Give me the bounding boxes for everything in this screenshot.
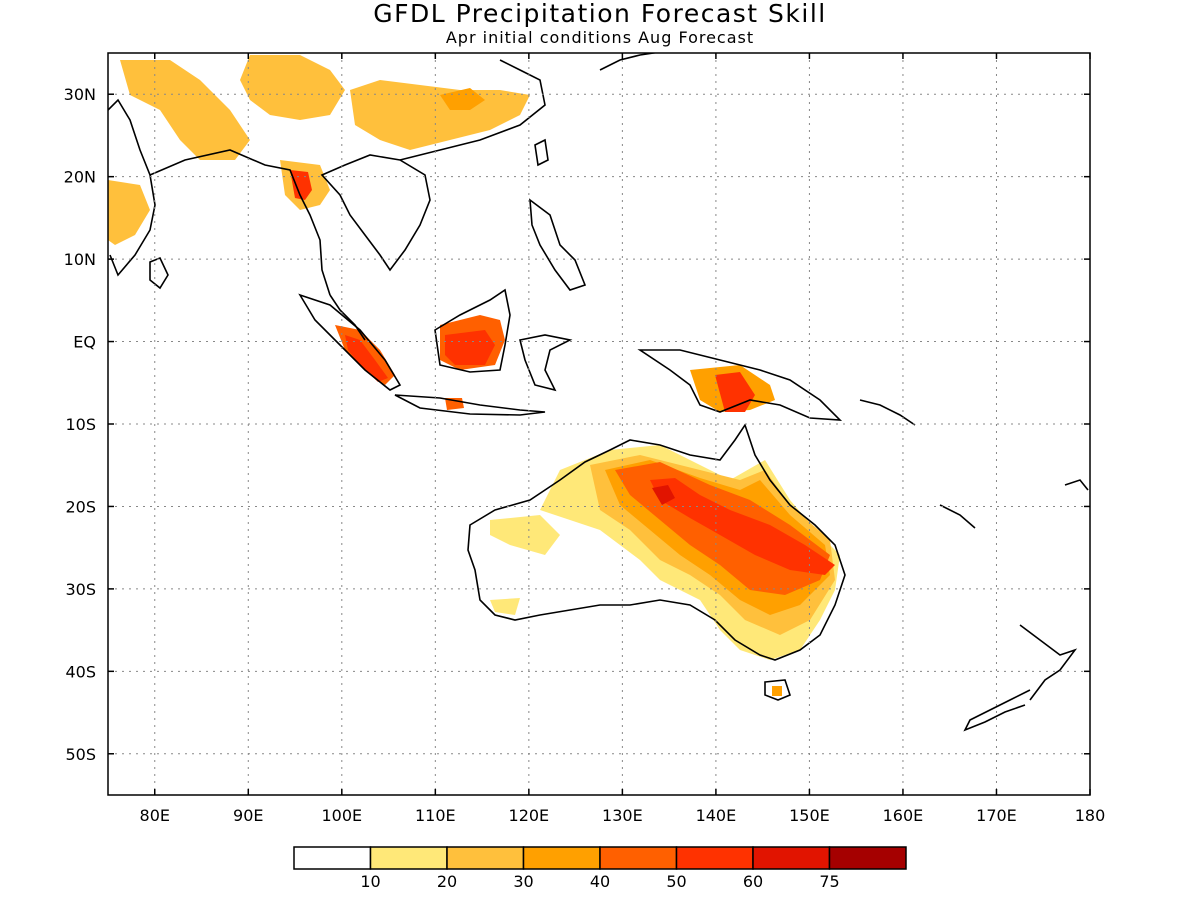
colorbar-labels: 10 20 30 40 50 60 75 bbox=[360, 872, 839, 891]
colorbar-label: 30 bbox=[513, 872, 533, 891]
skill-region-east-china bbox=[350, 80, 530, 150]
x-tick-label: 180 bbox=[1075, 806, 1106, 825]
coast-taiwan bbox=[534, 138, 549, 167]
y-tick-label: 30S bbox=[65, 580, 96, 599]
colorbar-swatch bbox=[446, 846, 525, 870]
coast-solomons bbox=[859, 399, 916, 426]
colorbar-label: 60 bbox=[743, 872, 763, 891]
coast-new-zealand-south bbox=[963, 689, 1031, 732]
y-tick-label: 20N bbox=[64, 168, 96, 187]
coast-sumatra bbox=[298, 293, 402, 391]
skill-fields bbox=[108, 55, 840, 696]
coast-new-guinea bbox=[637, 349, 843, 421]
skill-region-australia-core bbox=[650, 478, 835, 575]
y-tick-label: EQ bbox=[73, 333, 96, 352]
y-tick-label: 10S bbox=[65, 415, 96, 434]
coast-india bbox=[108, 98, 156, 277]
skill-region-india-west bbox=[108, 180, 150, 245]
colorbar-swatch bbox=[293, 846, 372, 870]
chart-subtitle: Apr initial conditions Aug Forecast bbox=[445, 28, 755, 47]
skill-region-north-india bbox=[120, 60, 250, 160]
coast-sri-lanka bbox=[149, 256, 169, 290]
y-tick-label: 30N bbox=[64, 85, 96, 104]
coast-bay-of-bengal bbox=[149, 149, 331, 296]
colorbar-swatch bbox=[599, 846, 678, 870]
coast-fiji bbox=[1064, 479, 1089, 491]
x-axis-labels: 80E 90E 100E 110E 120E 130E 140E 150E 160E 170E 18… bbox=[140, 806, 1106, 825]
x-tick-label: 110E bbox=[415, 806, 456, 825]
x-tick-label: 130E bbox=[602, 806, 643, 825]
x-tick-label: 160E bbox=[883, 806, 924, 825]
skill-region-east-china-core bbox=[440, 88, 485, 110]
x-tick-label: 140E bbox=[696, 806, 737, 825]
colorbar-label: 10 bbox=[360, 872, 380, 891]
skill-region-china bbox=[240, 55, 345, 120]
coast-indochina bbox=[320, 154, 431, 272]
coast-new-zealand-north bbox=[1019, 624, 1078, 701]
coast-china bbox=[399, 59, 546, 161]
y-tick-label: 10N bbox=[64, 250, 96, 269]
coast-new-caledonia bbox=[939, 504, 976, 529]
colorbar-swatch bbox=[752, 846, 831, 870]
colorbar-label: 20 bbox=[437, 872, 457, 891]
colorbar-label: 75 bbox=[819, 872, 839, 891]
y-tick-label: 40S bbox=[65, 662, 96, 681]
x-tick-label: 170E bbox=[976, 806, 1017, 825]
coastlines bbox=[108, 53, 1089, 732]
chart-title: GFDL Precipitation Forecast Skill bbox=[373, 0, 827, 28]
grid-lines bbox=[108, 53, 1090, 795]
x-tick-label: 120E bbox=[509, 806, 550, 825]
coast-sulawesi bbox=[519, 334, 573, 392]
x-tick-label: 90E bbox=[233, 806, 263, 825]
colorbar-swatch bbox=[828, 846, 907, 870]
axis-ticks bbox=[108, 53, 1091, 795]
colorbar-label: 50 bbox=[666, 872, 686, 891]
x-tick-label: 100E bbox=[321, 806, 362, 825]
colorbar bbox=[293, 846, 907, 870]
skill-region-sumatra-core bbox=[345, 335, 388, 382]
colorbar-swatch bbox=[369, 846, 448, 870]
skill-region-borneo-core bbox=[445, 330, 495, 365]
coast-java bbox=[394, 394, 546, 416]
skill-region-australia-sw bbox=[490, 598, 520, 615]
x-tick-label: 150E bbox=[789, 806, 830, 825]
coast-borneo bbox=[434, 288, 511, 373]
skill-region-tasmania bbox=[772, 686, 782, 696]
colorbar-swatch bbox=[522, 846, 601, 870]
colorbar-swatch bbox=[675, 846, 754, 870]
colorbar-label: 40 bbox=[590, 872, 610, 891]
skill-region-myanmar-core bbox=[290, 170, 312, 200]
y-tick-label: 50S bbox=[65, 745, 96, 764]
coast-japan bbox=[599, 53, 659, 71]
coast-australia bbox=[467, 423, 846, 661]
x-tick-label: 80E bbox=[140, 806, 170, 825]
coast-malay bbox=[329, 294, 366, 341]
skill-region-australia-west bbox=[490, 515, 560, 555]
coast-philippines bbox=[529, 198, 587, 291]
coast-tasmania bbox=[764, 679, 791, 701]
skill-region-australia-peak bbox=[652, 485, 675, 505]
y-tick-label: 20S bbox=[65, 497, 96, 516]
y-axis-labels: 30N 20N 10N EQ 10S 20S 30S 40S 50S bbox=[64, 85, 96, 764]
